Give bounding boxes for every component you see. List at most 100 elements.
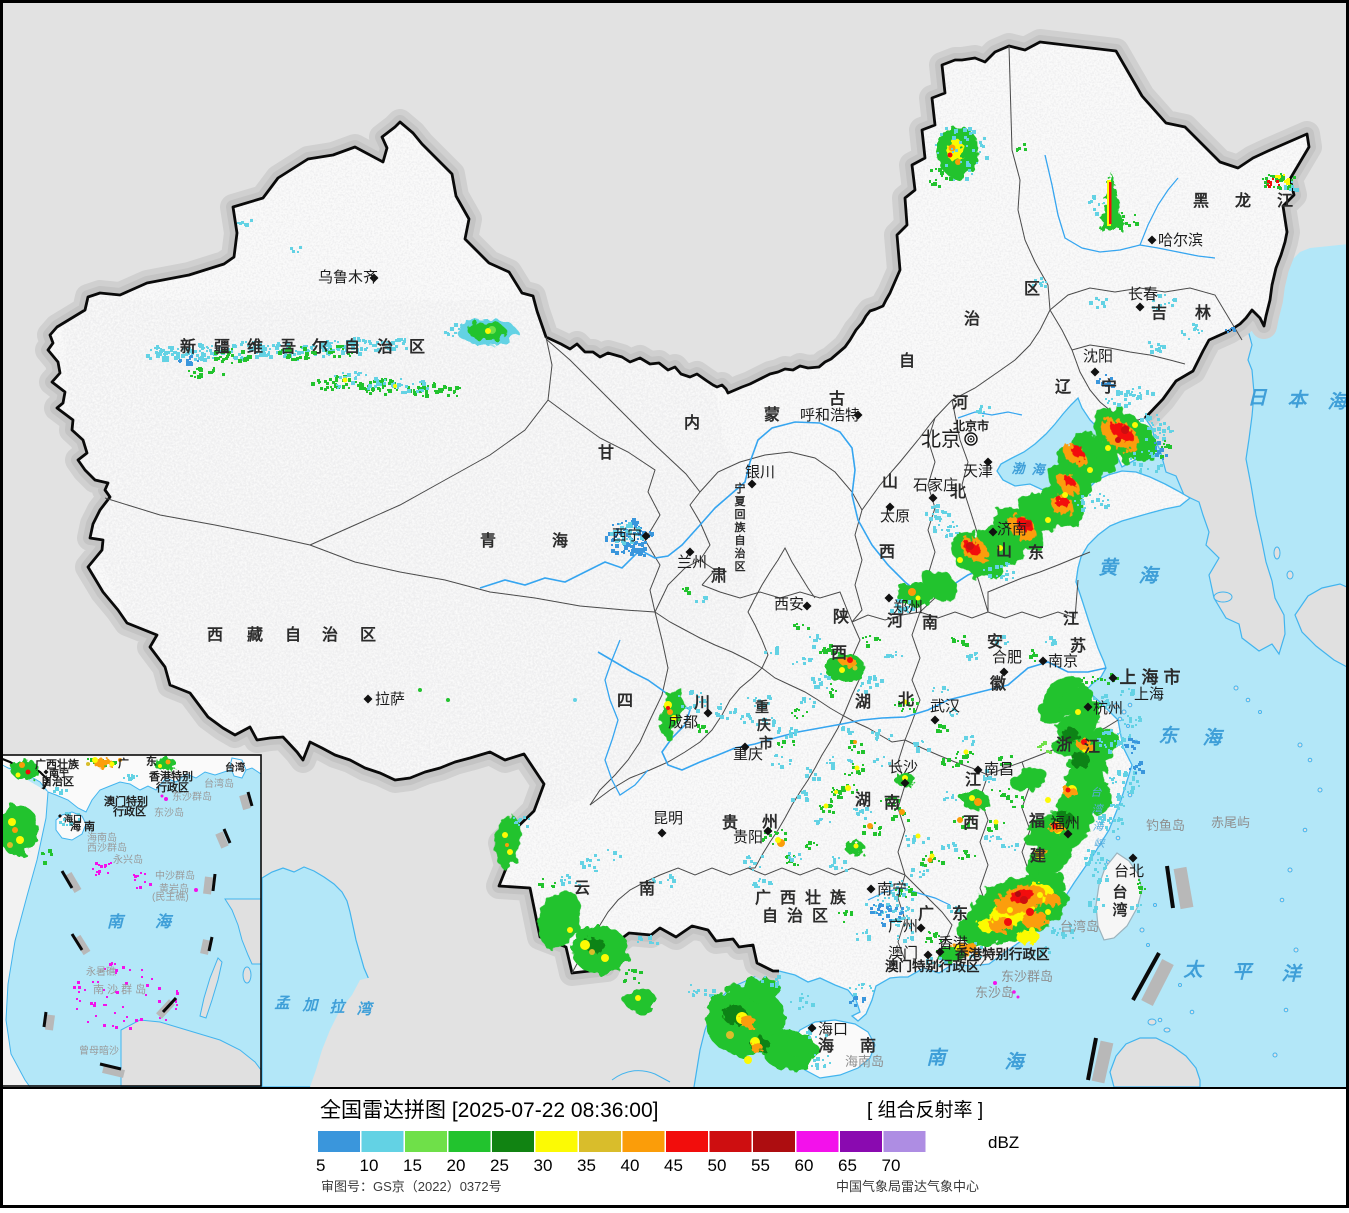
svg-text:海南岛: 海南岛 — [845, 1054, 884, 1069]
svg-text:黄岩岛: 黄岩岛 — [159, 882, 189, 895]
svg-text:武汉: 武汉 — [930, 698, 960, 715]
svg-text:湾: 湾 — [1112, 901, 1127, 919]
svg-text:市: 市 — [1164, 667, 1181, 687]
svg-text:dBZ: dBZ — [988, 1133, 1019, 1152]
svg-text:广西壮族: 广西壮族 — [35, 757, 80, 771]
svg-text:湖: 湖 — [855, 693, 871, 711]
svg-text:郑州: 郑州 — [893, 599, 923, 616]
svg-text:太: 太 — [1182, 959, 1205, 981]
svg-text:昆明: 昆明 — [653, 810, 683, 827]
svg-text:西沙群岛: 西沙群岛 — [87, 841, 127, 854]
svg-text:海南岛: 海南岛 — [87, 831, 117, 844]
svg-text:云: 云 — [574, 880, 590, 897]
svg-text:海口: 海口 — [64, 813, 82, 824]
svg-text:广: 广 — [118, 756, 129, 770]
svg-text:海: 海 — [818, 1036, 834, 1055]
svg-text:台湾: 台湾 — [225, 761, 245, 774]
svg-text:青: 青 — [480, 531, 496, 550]
svg-text:河: 河 — [952, 393, 968, 412]
svg-text:南京: 南京 — [1048, 653, 1078, 670]
svg-text:长沙: 长沙 — [888, 759, 918, 776]
svg-text:南: 南 — [884, 793, 900, 812]
svg-text:[ 组合反射率 ]: [ 组合反射率 ] — [867, 1099, 983, 1121]
svg-text:65: 65 — [838, 1156, 857, 1175]
svg-text:疆: 疆 — [214, 338, 230, 356]
svg-text:山: 山 — [882, 473, 898, 491]
svg-text:南: 南 — [860, 1036, 876, 1055]
svg-text:广州: 广州 — [888, 918, 918, 935]
svg-text:永暑礁: 永暑礁 — [86, 965, 116, 978]
svg-text:渤: 渤 — [1011, 461, 1026, 476]
svg-text:湾: 湾 — [1092, 803, 1105, 816]
svg-text:20: 20 — [447, 1156, 466, 1175]
svg-text:宁: 宁 — [1101, 377, 1117, 396]
svg-text:台: 台 — [1091, 786, 1103, 799]
svg-text:(民主礁): (民主礁) — [152, 890, 189, 903]
svg-text:北: 北 — [950, 483, 966, 501]
svg-text:中沙群岛: 中沙群岛 — [155, 869, 195, 882]
svg-text:30: 30 — [534, 1156, 553, 1175]
svg-text:福: 福 — [1028, 811, 1045, 830]
svg-text:族: 族 — [830, 888, 847, 907]
svg-text:广: 广 — [918, 904, 934, 923]
svg-text:西: 西 — [207, 626, 223, 644]
svg-text:石家庄: 石家庄 — [913, 476, 958, 494]
svg-text:洋: 洋 — [1281, 963, 1303, 985]
svg-text:山: 山 — [996, 542, 1012, 560]
svg-text:70: 70 — [882, 1156, 901, 1175]
svg-text:西安: 西安 — [774, 596, 804, 613]
svg-text:海: 海 — [1138, 565, 1160, 587]
svg-text:南: 南 — [926, 1047, 948, 1069]
svg-text:沈阳: 沈阳 — [1083, 348, 1113, 365]
svg-text:上: 上 — [1120, 668, 1137, 687]
svg-text:永兴岛: 永兴岛 — [113, 853, 143, 866]
svg-text:建: 建 — [1030, 847, 1046, 865]
svg-text:北: 北 — [898, 691, 914, 709]
svg-text:审图号：GS京（2022）0372号: 审图号：GS京（2022）0372号 — [321, 1179, 502, 1194]
svg-text:15: 15 — [403, 1156, 422, 1175]
svg-text:东沙岛: 东沙岛 — [975, 985, 1014, 1000]
svg-text:银川: 银川 — [745, 464, 775, 481]
svg-text:治: 治 — [322, 625, 338, 644]
svg-text:西: 西 — [780, 889, 796, 907]
svg-text:本: 本 — [1287, 389, 1309, 411]
svg-text:治: 治 — [735, 546, 746, 560]
svg-text:庆: 庆 — [757, 717, 771, 733]
svg-text:东沙岛: 东沙岛 — [154, 806, 184, 819]
svg-text:杭州: 杭州 — [1093, 700, 1123, 717]
svg-text:古: 古 — [829, 389, 845, 408]
svg-text:四: 四 — [617, 693, 633, 710]
svg-text:25: 25 — [490, 1156, 509, 1175]
svg-text:兰州: 兰州 — [677, 554, 707, 571]
svg-text:澳门: 澳门 — [888, 945, 918, 962]
svg-text:龙: 龙 — [1234, 191, 1251, 210]
svg-text:太原: 太原 — [880, 508, 910, 525]
svg-text:肃: 肃 — [711, 567, 727, 585]
svg-text:黑: 黑 — [1193, 192, 1209, 210]
svg-text:重庆: 重庆 — [733, 746, 763, 763]
svg-text:海: 海 — [1031, 462, 1046, 477]
svg-text:区: 区 — [360, 626, 376, 644]
svg-text:东沙群岛: 东沙群岛 — [172, 790, 212, 803]
svg-text:夏: 夏 — [735, 495, 747, 508]
svg-text:维: 维 — [247, 337, 263, 356]
svg-text:自: 自 — [735, 533, 746, 547]
svg-text:南 沙 群 岛: 南 沙 群 岛 — [93, 982, 146, 996]
svg-text:贵阳: 贵阳 — [733, 829, 763, 846]
svg-text:东: 东 — [146, 754, 157, 768]
svg-text:广: 广 — [755, 888, 771, 907]
svg-text:西: 西 — [963, 814, 979, 832]
svg-text:中国气象局雷达气象中心: 中国气象局雷达气象中心 — [836, 1179, 979, 1194]
svg-text:北京: 北京 — [921, 428, 961, 451]
svg-text:市: 市 — [759, 735, 773, 751]
svg-text:州: 州 — [761, 813, 778, 831]
svg-text:族: 族 — [735, 520, 747, 534]
svg-text:呼和浩特: 呼和浩特 — [800, 407, 860, 424]
svg-text:黄: 黄 — [1098, 557, 1120, 579]
svg-text:海: 海 — [1093, 820, 1106, 833]
svg-text:林: 林 — [1195, 303, 1211, 322]
svg-text:浙: 浙 — [1056, 735, 1072, 754]
svg-text:河: 河 — [887, 611, 903, 630]
svg-text:区: 区 — [735, 560, 746, 573]
svg-text:长春: 长春 — [1128, 286, 1158, 303]
